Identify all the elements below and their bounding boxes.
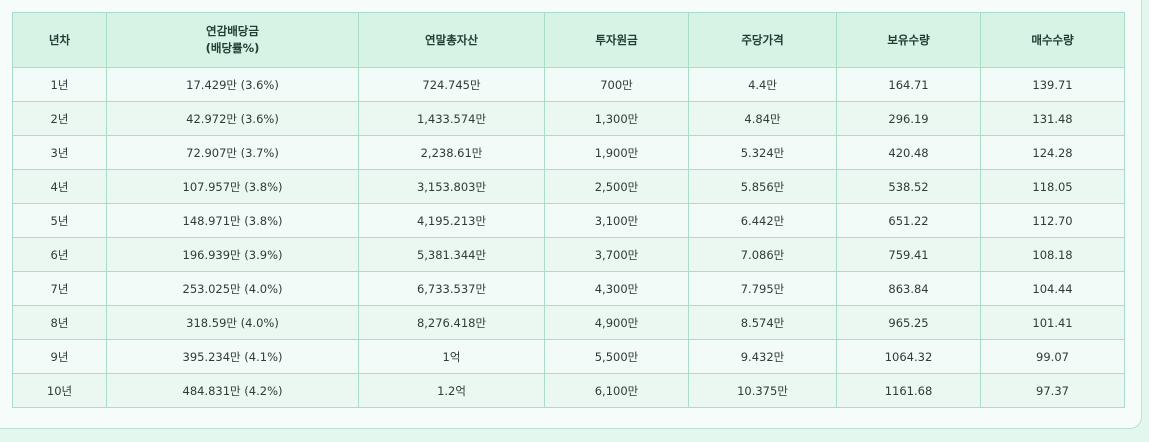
year-cell: 2년	[12, 101, 107, 136]
purchase-qty-cell: 118.05	[980, 169, 1125, 204]
holdings-cell: 296.19	[836, 101, 981, 136]
column-header-sublabel: (배당률%)	[205, 41, 260, 55]
purchase-qty-cell: 139.71	[980, 67, 1125, 102]
column-header-label: 연말총자산	[425, 32, 478, 47]
column-header-annual-dividend: 연감배당금 (배당률%)	[106, 12, 359, 68]
year-cell: 9년	[12, 339, 107, 374]
share-price-cell: 7.086만	[688, 237, 837, 272]
year-cell: 5년	[12, 203, 107, 238]
annual-dividend-cell: 484.831만 (4.2%)	[106, 373, 359, 408]
holdings-cell: 965.25	[836, 305, 981, 340]
holdings-cell: 863.84	[836, 271, 981, 306]
share-price-cell: 5.856만	[688, 169, 837, 204]
year-end-assets-cell: 5,381.344만	[358, 237, 545, 272]
principal-cell: 1,300만	[544, 101, 689, 136]
year-end-assets-cell: 8,276.418만	[358, 305, 545, 340]
share-price-cell: 6.442만	[688, 203, 837, 238]
table-row: 9년 395.234만 (4.1%) 1억 5,500만 9.432만 1064.32 99…	[12, 339, 1125, 374]
dividend-projection-table: 년차 연감배당금 (배당률%) 연말총자산 투자원금 주당가격 보유수량 매수수량 1년 17.…	[12, 12, 1125, 408]
column-header-year-end-assets: 연말총자산	[358, 12, 545, 68]
principal-cell: 1,900만	[544, 135, 689, 170]
table-row: 3년 72.907만 (3.7%) 2,238.61만 1,900만 5.324만 420…	[12, 135, 1125, 170]
table-row: 8년 318.59만 (4.0%) 8,276.418만 4,900만 8.574만 96…	[12, 305, 1125, 340]
principal-cell: 3,700만	[544, 237, 689, 272]
year-cell: 10년	[12, 373, 107, 408]
purchase-qty-cell: 104.44	[980, 271, 1125, 306]
principal-cell: 4,300만	[544, 271, 689, 306]
column-header-principal: 투자원금	[544, 12, 689, 68]
year-end-assets-cell: 3,153.803만	[358, 169, 545, 204]
purchase-qty-cell: 97.37	[980, 373, 1125, 408]
year-end-assets-cell: 1,433.574만	[358, 101, 545, 136]
share-price-cell: 8.574만	[688, 305, 837, 340]
column-header-label: 매수수량	[1031, 32, 1074, 47]
table-row: 6년 196.939만 (3.9%) 5,381.344만 3,700만 7.086만 7…	[12, 237, 1125, 272]
column-header-label: 보유수량	[887, 32, 930, 47]
year-end-assets-cell: 724.745만	[358, 67, 545, 102]
column-header-share-price: 주당가격	[688, 12, 837, 68]
year-end-assets-cell: 1억	[358, 339, 545, 374]
table-body: 1년 17.429만 (3.6%) 724.745만 700만 4.4만 164.71 13…	[12, 67, 1125, 408]
table-row: 5년 148.971만 (3.8%) 4,195.213만 3,100만 6.442만 6…	[12, 203, 1125, 238]
table-row: 4년 107.957만 (3.8%) 3,153.803만 2,500만 5.856만 5…	[12, 169, 1125, 204]
annual-dividend-cell: 318.59만 (4.0%)	[106, 305, 359, 340]
year-end-assets-cell: 1.2억	[358, 373, 545, 408]
year-cell: 1년	[12, 67, 107, 102]
column-header-label: 년차	[48, 32, 71, 47]
year-cell: 6년	[12, 237, 107, 272]
share-price-cell: 5.324만	[688, 135, 837, 170]
year-end-assets-cell: 4,195.213만	[358, 203, 545, 238]
purchase-qty-cell: 112.70	[980, 203, 1125, 238]
annual-dividend-cell: 253.025만 (4.0%)	[106, 271, 359, 306]
annual-dividend-cell: 17.429만 (3.6%)	[106, 67, 359, 102]
column-header-label: 투자원금	[595, 32, 638, 47]
table-header-row: 년차 연감배당금 (배당률%) 연말총자산 투자원금 주당가격 보유수량 매수수량	[12, 12, 1125, 68]
share-price-cell: 4.84만	[688, 101, 837, 136]
year-cell: 7년	[12, 271, 107, 306]
table-row: 2년 42.972만 (3.6%) 1,433.574만 1,300만 4.84만 296…	[12, 101, 1125, 136]
table-row: 7년 253.025만 (4.0%) 6,733.537만 4,300만 7.795만 8…	[12, 271, 1125, 306]
annual-dividend-cell: 107.957만 (3.8%)	[106, 169, 359, 204]
share-price-cell: 9.432만	[688, 339, 837, 374]
annual-dividend-cell: 72.907만 (3.7%)	[106, 135, 359, 170]
year-end-assets-cell: 2,238.61만	[358, 135, 545, 170]
year-cell: 4년	[12, 169, 107, 204]
share-price-cell: 4.4만	[688, 67, 837, 102]
holdings-cell: 420.48	[836, 135, 981, 170]
principal-cell: 6,100만	[544, 373, 689, 408]
column-header-year: 년차	[12, 12, 107, 68]
annual-dividend-cell: 395.234만 (4.1%)	[106, 339, 359, 374]
purchase-qty-cell: 108.18	[980, 237, 1125, 272]
year-cell: 8년	[12, 305, 107, 340]
column-header-holdings: 보유수량	[836, 12, 981, 68]
principal-cell: 700만	[544, 67, 689, 102]
purchase-qty-cell: 131.48	[980, 101, 1125, 136]
share-price-cell: 7.795만	[688, 271, 837, 306]
share-price-cell: 10.375만	[688, 373, 837, 408]
annual-dividend-cell: 148.971만 (3.8%)	[106, 203, 359, 238]
principal-cell: 2,500만	[544, 169, 689, 204]
table-row: 1년 17.429만 (3.6%) 724.745만 700만 4.4만 164.71 13…	[12, 67, 1125, 102]
holdings-cell: 759.41	[836, 237, 981, 272]
holdings-cell: 164.71	[836, 67, 981, 102]
column-header-purchase-qty: 매수수량	[980, 12, 1125, 68]
table-row: 10년 484.831만 (4.2%) 1.2억 6,100만 10.375만 1161.…	[12, 373, 1125, 408]
annual-dividend-cell: 196.939만 (3.9%)	[106, 237, 359, 272]
purchase-qty-cell: 124.28	[980, 135, 1125, 170]
holdings-cell: 1161.68	[836, 373, 981, 408]
purchase-qty-cell: 99.07	[980, 339, 1125, 374]
column-header-label: 주당가격	[741, 32, 784, 47]
year-end-assets-cell: 6,733.537만	[358, 271, 545, 306]
purchase-qty-cell: 101.41	[980, 305, 1125, 340]
column-header-label: 연감배당금	[206, 24, 259, 38]
principal-cell: 4,900만	[544, 305, 689, 340]
annual-dividend-cell: 42.972만 (3.6%)	[106, 101, 359, 136]
holdings-cell: 1064.32	[836, 339, 981, 374]
holdings-cell: 538.52	[836, 169, 981, 204]
principal-cell: 5,500만	[544, 339, 689, 374]
year-cell: 3년	[12, 135, 107, 170]
holdings-cell: 651.22	[836, 203, 981, 238]
principal-cell: 3,100만	[544, 203, 689, 238]
